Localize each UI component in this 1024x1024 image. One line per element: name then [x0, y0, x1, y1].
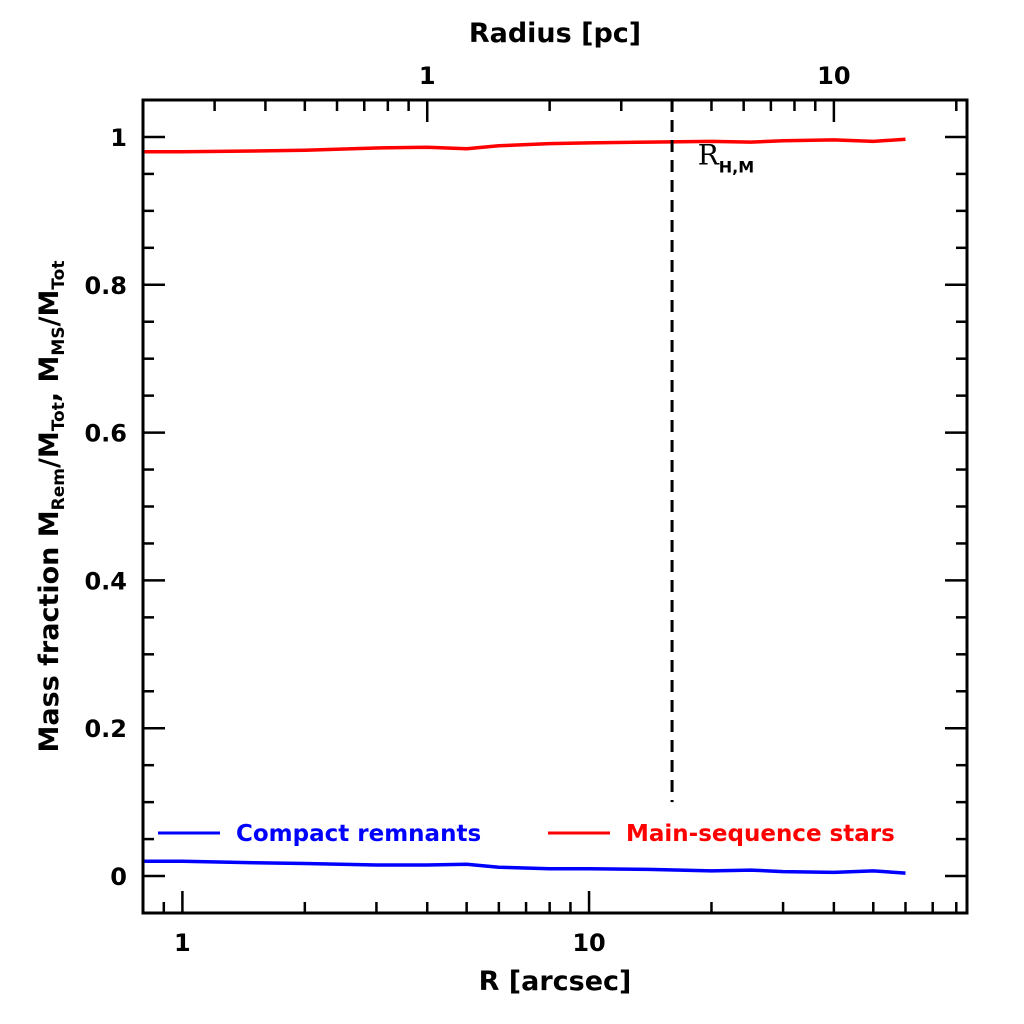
x-tick-label: 10	[572, 929, 605, 957]
y-tick-label: 0	[110, 863, 127, 891]
legend: Compact remnants Main-sequence stars	[158, 821, 895, 847]
y-axis-title: Mass fraction MRem/MTot, MMS/MTot	[34, 261, 69, 753]
y-tick-label: 0.8	[84, 272, 127, 300]
x2-axis-title: Radius [pc]	[469, 18, 641, 49]
y-tick-label: 0.4	[84, 567, 127, 595]
legend-label-main-sequence-stars: Main-sequence stars	[626, 821, 895, 847]
x-axis-title: R [arcsec]	[479, 966, 632, 997]
x2-tick-label: 10	[817, 62, 850, 90]
legend-label-compact-remnants: Compact remnants	[236, 821, 481, 847]
plot-frame	[141, 98, 969, 915]
y-tick-label: 0.6	[84, 420, 127, 448]
x-tick-label: 1	[174, 929, 191, 957]
y-tick-label: 1	[110, 124, 127, 152]
y-tick-label: 0.2	[84, 715, 127, 743]
half-mass-radius-label: RH,M	[698, 138, 754, 176]
series-line-compact-remnants	[143, 859, 906, 875]
x2-tick-label: 1	[419, 62, 436, 90]
series-line-main-sequence-stars	[143, 137, 906, 154]
